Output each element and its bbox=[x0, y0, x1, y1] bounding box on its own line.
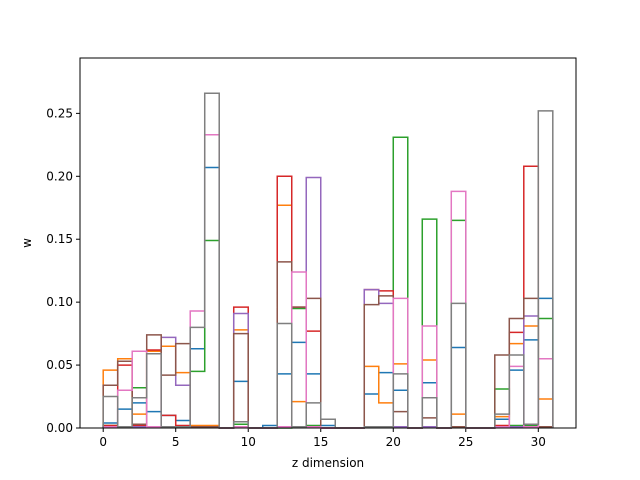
histogram-series-8 bbox=[102, 92, 554, 429]
axes-frame bbox=[79, 57, 577, 429]
histogram-series-6 bbox=[102, 261, 554, 429]
histogram-series-7 bbox=[102, 134, 554, 429]
y-tick-label: 0.15 bbox=[46, 232, 73, 246]
x-grid-ticks: 0 5 10 15 20 25 30 bbox=[99, 428, 546, 449]
x-tick-label: 15 bbox=[313, 435, 328, 449]
x-tick-label: 10 bbox=[241, 435, 256, 449]
y-tick-label: 0.25 bbox=[46, 106, 73, 120]
x-tick-label: 0 bbox=[99, 435, 107, 449]
x-tick-label: 30 bbox=[531, 435, 546, 449]
y-tick-label: 0.10 bbox=[46, 295, 73, 309]
y-tick-label: 0.05 bbox=[46, 358, 73, 372]
y-grid-ticks: 0.00 0.05 0.10 0.15 0.20 0.25 bbox=[46, 106, 80, 435]
x-axis-label: z dimension bbox=[292, 456, 364, 470]
histogram-series-5 bbox=[102, 176, 554, 429]
histogram-series-2 bbox=[102, 204, 554, 429]
histogram-series-1 bbox=[102, 166, 554, 429]
x-tick-label: 5 bbox=[172, 435, 180, 449]
y-axis-label: w bbox=[20, 238, 34, 248]
x-tick-label: 20 bbox=[386, 435, 401, 449]
plot-area bbox=[102, 92, 554, 429]
y-tick-label: 0.00 bbox=[46, 421, 73, 435]
y-tick-label: 0.20 bbox=[46, 169, 73, 183]
histogram-series-4 bbox=[102, 165, 554, 429]
histogram-series-3 bbox=[102, 136, 554, 429]
x-tick-label: 25 bbox=[458, 435, 473, 449]
